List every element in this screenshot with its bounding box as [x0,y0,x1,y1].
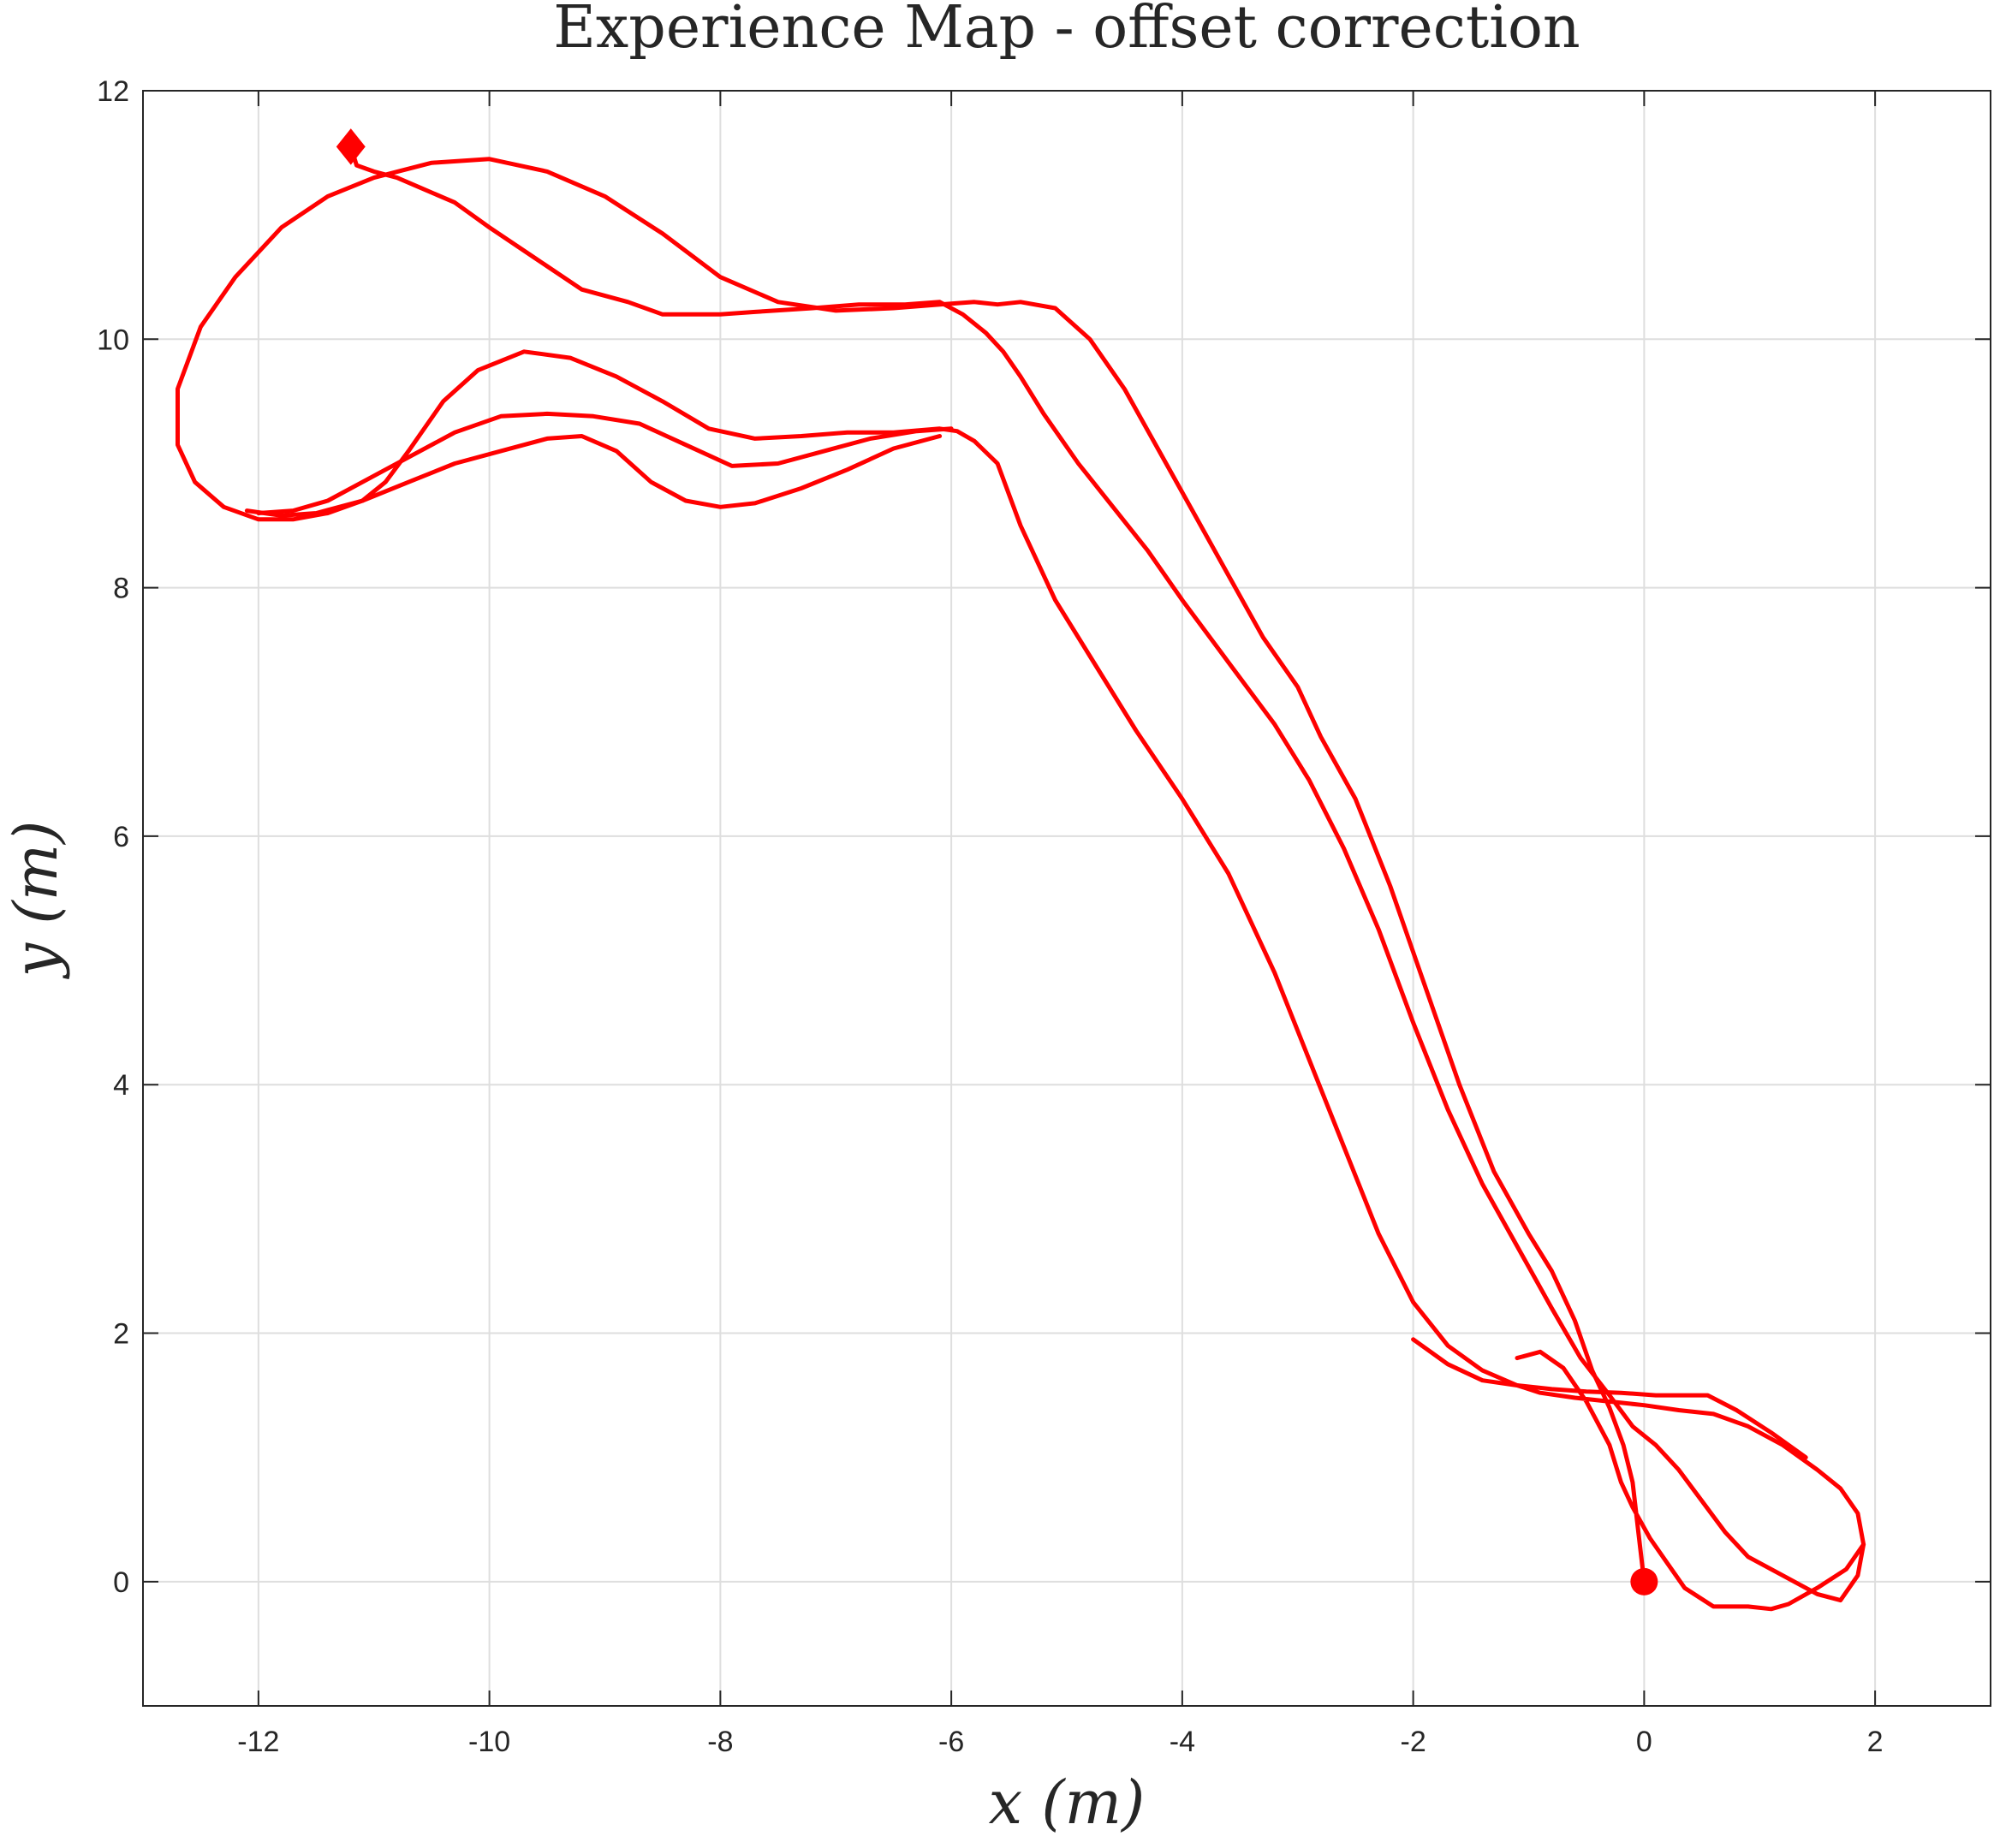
y-tick-label: 8 [113,573,129,605]
x-tick-label: -6 [938,1726,964,1758]
trajectory-line [176,157,1866,1612]
x-axis-label: x (m) [989,1768,1146,1838]
y-tick-label: 0 [113,1566,129,1599]
x-tick-label: -10 [468,1726,510,1758]
y-tick-label: 4 [113,1069,129,1102]
x-tick-label: -2 [1401,1726,1426,1758]
ticks: -12 -10 -8 -6 -4 -2 0 2 0 2 4 6 8 10 12 [97,75,1991,1758]
x-tick-label: -8 [707,1726,733,1758]
axes-background [143,91,1991,1706]
y-tick-label: 10 [97,324,129,356]
x-tick-label: 2 [1867,1726,1884,1758]
start-marker [1630,1567,1658,1595]
x-tick-label: -4 [1170,1726,1195,1758]
axes-frame [142,90,1991,1707]
trajectory-line [348,144,1866,1603]
trajectory-line [244,434,943,518]
trajectory-line [256,411,954,515]
x-tick-label: -12 [237,1726,279,1758]
end-marker [336,128,366,165]
y-axis-label: y (m) [1,821,71,980]
data-layer [176,128,1866,1612]
trajectory-line [1411,1337,1808,1460]
y-tick-label: 2 [113,1318,129,1351]
y-tick-label: 6 [113,821,129,853]
x-tick-label: 0 [1636,1726,1652,1758]
chart-title: Experience Map - offset correction [553,0,1580,62]
y-tick-label: 12 [97,75,129,108]
